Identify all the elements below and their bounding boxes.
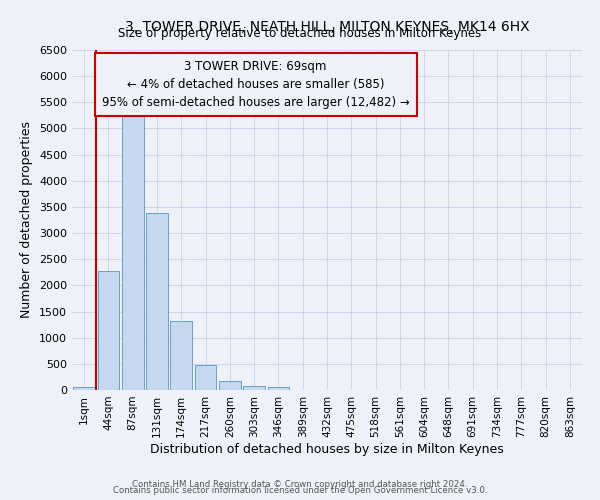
Bar — [243, 386, 265, 390]
Bar — [73, 388, 95, 390]
X-axis label: Distribution of detached houses by size in Milton Keynes: Distribution of detached houses by size … — [150, 442, 504, 456]
Bar — [268, 388, 289, 390]
Title: 3, TOWER DRIVE, NEATH HILL, MILTON KEYNES, MK14 6HX: 3, TOWER DRIVE, NEATH HILL, MILTON KEYNE… — [125, 20, 529, 34]
Text: Size of property relative to detached houses in Milton Keynes: Size of property relative to detached ho… — [118, 28, 482, 40]
Bar — [122, 106, 143, 390]
Bar — [219, 381, 241, 390]
Bar — [97, 270, 119, 390]
Text: Contains public sector information licensed under the Open Government Licence v3: Contains public sector information licen… — [113, 486, 487, 495]
Bar — [170, 322, 192, 390]
Bar — [146, 213, 168, 390]
Bar — [194, 365, 217, 390]
Text: Contains HM Land Registry data © Crown copyright and database right 2024.: Contains HM Land Registry data © Crown c… — [132, 480, 468, 489]
Text: 3 TOWER DRIVE: 69sqm
← 4% of detached houses are smaller (585)
95% of semi-detac: 3 TOWER DRIVE: 69sqm ← 4% of detached ho… — [102, 60, 409, 109]
Y-axis label: Number of detached properties: Number of detached properties — [20, 122, 34, 318]
